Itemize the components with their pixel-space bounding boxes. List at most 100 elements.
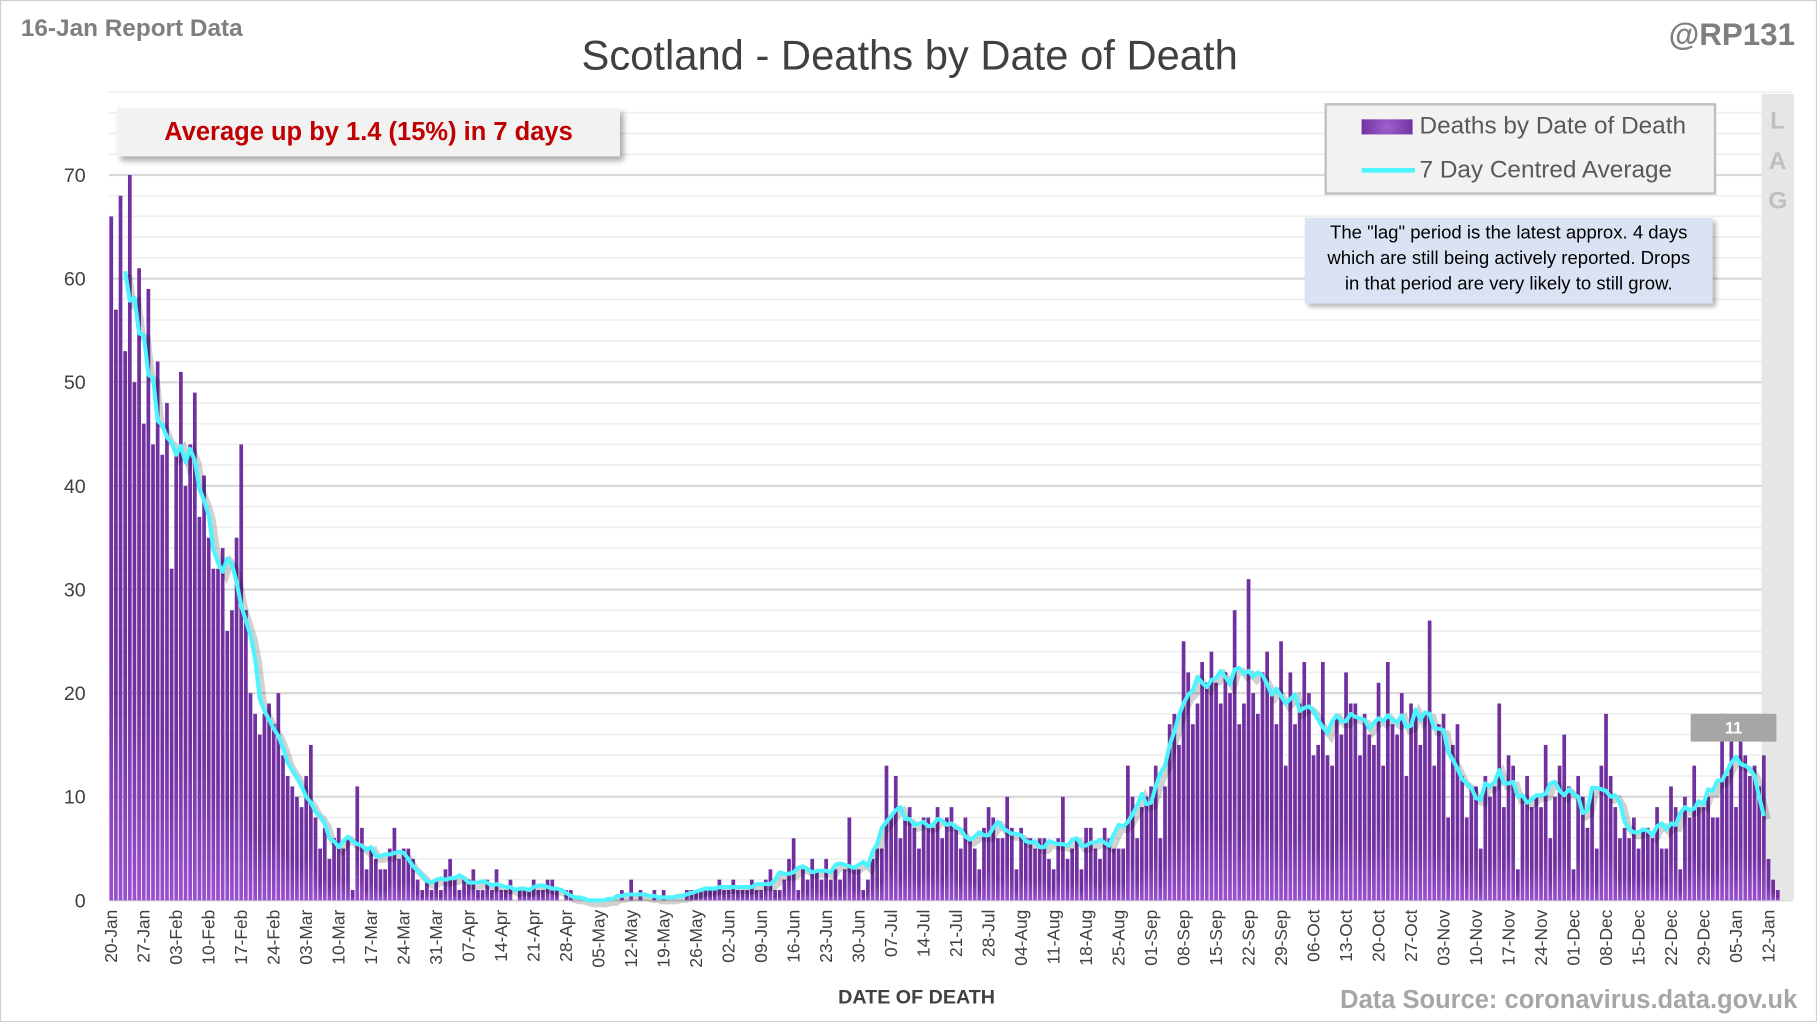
bar [1548, 838, 1553, 901]
bar [1622, 827, 1627, 901]
lag-explanation-note: The "lag" period is the latest approx. 4… [1304, 217, 1713, 304]
bar [958, 848, 963, 901]
bar [1348, 703, 1353, 901]
bar [1571, 869, 1576, 901]
bar [420, 890, 425, 901]
bar [1358, 755, 1362, 901]
bar [503, 890, 508, 901]
bar [1297, 703, 1302, 901]
bar [508, 879, 513, 901]
bar [814, 869, 819, 901]
bar [555, 890, 559, 901]
x-tick-label: 25-Aug [1108, 910, 1128, 966]
bar [397, 858, 401, 901]
bar [341, 848, 346, 901]
bar [485, 879, 490, 901]
bar [1757, 786, 1762, 901]
bar [1627, 838, 1632, 901]
bar [1246, 579, 1251, 901]
bar [870, 858, 875, 901]
bar [1437, 724, 1441, 901]
bar [155, 361, 160, 901]
x-tick-label: 23-Jun [816, 910, 836, 963]
bar [1450, 744, 1455, 901]
bar [1362, 713, 1367, 901]
bar [1121, 848, 1126, 901]
bar [991, 817, 996, 901]
x-tick-label: 14-Apr [491, 909, 511, 961]
x-tick-label: 31-Mar [426, 909, 446, 964]
bar [1214, 682, 1218, 901]
bar [949, 807, 954, 901]
bar [1191, 724, 1195, 901]
x-tick-label: 28-Jul [978, 910, 998, 957]
bar [1502, 807, 1506, 901]
bar [1752, 765, 1757, 901]
x-tick-label: 27-Oct [1401, 909, 1421, 961]
bar [1325, 755, 1330, 901]
bar [1186, 672, 1191, 901]
bar [522, 890, 527, 901]
bar [1242, 703, 1246, 901]
bar [1492, 786, 1497, 901]
bar [1376, 682, 1381, 901]
x-tick-label: 07-Jul [881, 910, 901, 957]
x-tick-label: 16-Jun [783, 910, 803, 963]
bar [1283, 765, 1288, 901]
bar [1632, 817, 1636, 901]
bar [1567, 786, 1571, 901]
bar [1497, 703, 1502, 901]
bar [545, 879, 550, 901]
bar [1771, 879, 1775, 901]
bar [411, 858, 415, 901]
legend-item-deaths: Deaths by Date of Death [1361, 112, 1687, 140]
bar [1734, 807, 1738, 901]
bar [703, 890, 708, 901]
x-axis-title: DATE OF DEATH [838, 986, 996, 1009]
bar [796, 890, 801, 901]
x-tick-label: 26-May [686, 909, 706, 967]
bar [903, 817, 907, 901]
bar [220, 548, 225, 901]
bar [1409, 703, 1413, 901]
bar [1112, 848, 1116, 901]
bar-swatch-icon [1361, 118, 1413, 134]
bar [1706, 796, 1710, 901]
bar [963, 817, 968, 901]
bar [1116, 848, 1121, 901]
bar [244, 610, 248, 901]
author-handle: @RP131 [1668, 17, 1795, 53]
bar [879, 848, 884, 901]
bar [1047, 858, 1051, 901]
bar [1098, 858, 1102, 901]
bar [1167, 724, 1172, 901]
bar [1478, 848, 1483, 901]
x-tick-label: 29-Dec [1693, 909, 1713, 965]
bar [1469, 786, 1474, 901]
x-tick-label: 13-Oct [1336, 909, 1356, 961]
bar [541, 890, 545, 901]
bar [745, 890, 750, 901]
x-tick-label: 15-Sep [1206, 910, 1226, 966]
y-tick-label: 40 [64, 476, 86, 498]
bar [401, 848, 406, 901]
bar [1102, 827, 1107, 901]
lag-letter: A [1768, 148, 1787, 175]
bar [257, 734, 262, 901]
bar [1084, 827, 1088, 901]
bar [763, 879, 768, 901]
bar [824, 858, 828, 901]
bar [183, 485, 188, 901]
bar [986, 807, 991, 901]
x-tick-label: 01-Sep [1141, 910, 1161, 966]
bar [146, 288, 151, 901]
x-tick-label: 11-Aug [1043, 910, 1063, 965]
bar [517, 890, 522, 901]
bar [1237, 724, 1242, 901]
bar [1474, 786, 1478, 901]
bar [179, 371, 183, 901]
bar [791, 838, 796, 901]
bar [304, 776, 309, 901]
legend-label-deaths: Deaths by Date of Death [1419, 112, 1687, 140]
